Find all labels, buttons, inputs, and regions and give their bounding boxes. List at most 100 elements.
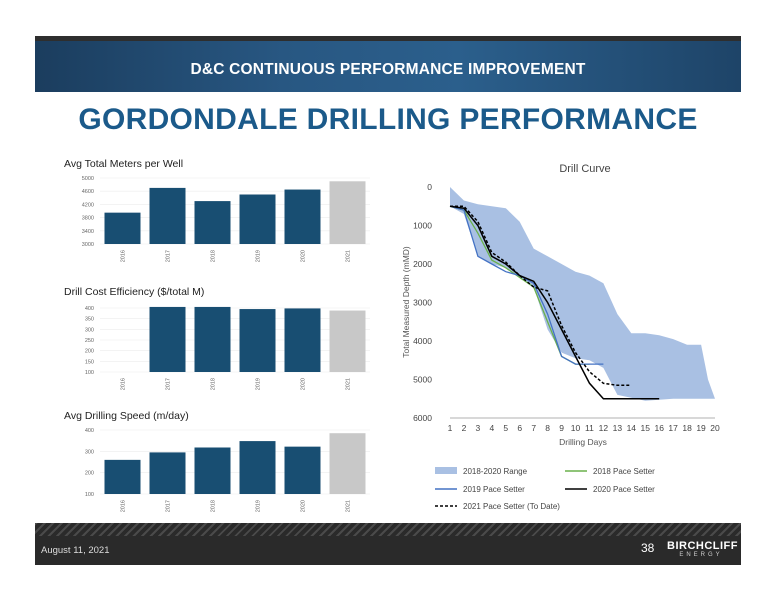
footer-date: August 11, 2021 [41, 545, 110, 556]
legend-label: 2021 Pace Setter (To Date) [463, 502, 560, 511]
bar [104, 459, 141, 494]
x-tick-label: 2016 [121, 250, 127, 262]
x-tick-label: 12 [599, 423, 609, 433]
banner-title: D&C CONTINUOUS PERFORMANCE IMPROVEMENT [190, 61, 586, 78]
x-tick-label: 20 [710, 423, 720, 433]
bar [329, 433, 366, 494]
x-tick-label: 2016 [121, 378, 127, 390]
y-tick-label: 300 [85, 327, 94, 333]
bar [194, 447, 231, 494]
range-area [450, 187, 715, 401]
y-tick-label: 3000 [413, 298, 432, 308]
x-tick-label: 6 [517, 423, 522, 433]
bar [149, 187, 186, 244]
y-tick-label: 250 [85, 338, 94, 344]
x-tick-label: 2 [462, 423, 467, 433]
y-tick-label: 100 [85, 370, 94, 376]
bar [104, 212, 141, 244]
x-tick-label: 19 [696, 423, 706, 433]
x-tick-label: 16 [654, 423, 664, 433]
page-title: GORDONDALE DRILLING PERFORMANCE [78, 103, 698, 136]
bar [239, 441, 276, 494]
footer-pattern [35, 523, 741, 536]
x-tick-label: 2021 [346, 378, 352, 390]
bar [239, 309, 276, 372]
bar [329, 181, 366, 244]
x-tick-label: 1 [448, 423, 453, 433]
bar [284, 189, 321, 244]
y-tick-label: 200 [85, 471, 94, 477]
x-tick-label: 2016 [121, 500, 127, 512]
y-tick-label: 2000 [413, 259, 432, 269]
x-tick-label: 2017 [166, 500, 172, 512]
x-tick-label: 2021 [346, 250, 352, 262]
company-logo: BIRCHCLIFF ENERGY [667, 540, 738, 562]
chart-title-meters: Avg Total Meters per Well [64, 158, 184, 170]
drill-curve-title: Drill Curve [559, 163, 610, 175]
y-tick-label: 1000 [413, 221, 432, 231]
bar-chart-cost: 100 150 200 250 300 350 400 2016 2017 2018 2019 202… [85, 306, 370, 390]
bar [284, 446, 321, 494]
x-tick-label: 2018 [211, 250, 217, 262]
chart-title-cost: Drill Cost Efficiency ($/total M) [64, 286, 205, 298]
logo-text: BIRCHCLIFF [667, 540, 738, 552]
legend-label: 2019 Pace Setter [463, 485, 525, 494]
x-tick-label: 2019 [256, 378, 262, 390]
x-tick-label: 2020 [301, 500, 307, 512]
x-tick-label: 17 [668, 423, 678, 433]
x-tick-label: 2021 [346, 500, 352, 512]
x-tick-label: 2020 [301, 250, 307, 262]
bar-chart-speed: 100 200 300 400 2016 2017 2018 2019 2020 2021 [85, 428, 370, 512]
x-tick-label: 13 [613, 423, 623, 433]
series-line [449, 205, 660, 400]
series-line [449, 205, 604, 365]
x-tick-label: 2017 [166, 250, 172, 262]
y-tick-label: 100 [85, 492, 94, 498]
x-tick-label: 3 [476, 423, 481, 433]
x-tick-label: 5 [503, 423, 508, 433]
y-tick-label: 4000 [413, 336, 432, 346]
x-tick-label: 15 [641, 423, 651, 433]
y-axis-label: Total Measured Depth (mMD) [401, 246, 411, 358]
legend-label: 2018 Pace Setter [593, 467, 655, 476]
y-tick-label: 200 [85, 349, 94, 355]
bar-chart-meters: 3000 3400 3800 4200 4600 5000 2016 2017 2018 2019… [82, 176, 370, 262]
chart-title-speed: Avg Drilling Speed (m/day) [64, 410, 189, 422]
bar [239, 194, 276, 244]
y-tick-label: 3000 [82, 242, 94, 248]
x-tick-label: 2018 [211, 378, 217, 390]
bar [329, 310, 366, 372]
x-tick-label: 9 [559, 423, 564, 433]
y-tick-label: 400 [85, 428, 94, 434]
y-tick-label: 4200 [82, 202, 94, 208]
legend-swatch [435, 467, 457, 474]
x-tick-label: 2019 [256, 500, 262, 512]
x-tick-label: 11 [585, 423, 594, 433]
x-axis-label: Drilling Days [559, 437, 607, 447]
y-tick-label: 5000 [82, 176, 94, 182]
series-line [450, 205, 632, 387]
x-tick-label: 2019 [256, 250, 262, 262]
logo-subtext: ENERGY [679, 552, 723, 558]
y-tick-label: 400 [85, 306, 94, 312]
y-tick-label: 0 [427, 182, 432, 192]
x-tick-label: 18 [682, 423, 692, 433]
bar [194, 201, 231, 244]
x-tick-label: 2020 [301, 378, 307, 390]
footer: August 11, 2021 38 BIRCHCLIFF ENERGY [35, 523, 741, 565]
x-tick-label: 10 [571, 423, 581, 433]
y-tick-label: 4600 [82, 189, 94, 195]
x-tick-label: 7 [531, 423, 536, 433]
x-tick-label: 8 [545, 423, 550, 433]
y-tick-label: 3400 [82, 229, 94, 235]
legend-label: 2018-2020 Range [463, 467, 528, 476]
bar [194, 306, 231, 372]
y-tick-label: 6000 [413, 413, 432, 423]
x-tick-label: 4 [489, 423, 494, 433]
bar [149, 452, 186, 494]
header-banner: D&C CONTINUOUS PERFORMANCE IMPROVEMENT [35, 36, 741, 92]
y-tick-label: 300 [85, 449, 94, 455]
y-tick-label: 3800 [82, 216, 94, 222]
x-tick-label: 14 [627, 423, 637, 433]
bar [149, 306, 186, 372]
